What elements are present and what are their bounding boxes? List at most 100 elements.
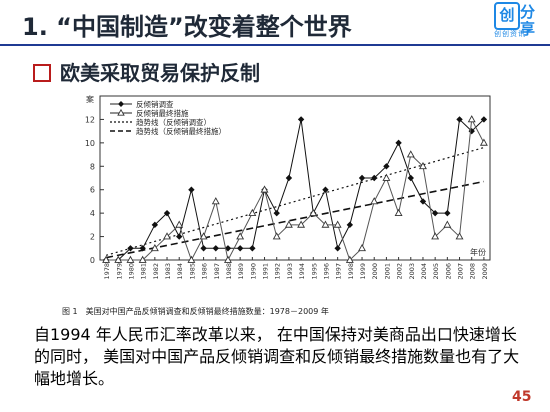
data-point-triangle: [260, 185, 269, 193]
data-point-triangle: [419, 161, 427, 170]
data-point-triangle: [370, 197, 379, 205]
data-point-triangle: [126, 255, 135, 263]
page-title: 1. “中国制造”改变着整个世界: [22, 13, 352, 41]
data-point-triangle: [479, 138, 488, 146]
x-tick-label: 1980: [127, 263, 135, 280]
x-tick-label: 1993: [286, 263, 294, 280]
x-tick-label: 1984: [176, 263, 184, 280]
data-point-triangle: [309, 208, 318, 216]
x-tick-label: 1997: [335, 263, 343, 280]
series-line: [106, 117, 485, 262]
data-point-triangle: [248, 208, 257, 216]
data-point-diamond: [212, 245, 219, 252]
data-point-diamond: [358, 174, 366, 182]
data-point-diamond: [273, 209, 280, 217]
line-chart: 0 2 4 6 8 10 12 案 1978 1979 1980 1981 1982 1983 1984 19…: [62, 94, 491, 316]
data-point-triangle: [345, 255, 354, 263]
data-point-triangle: [284, 220, 293, 228]
data-point-diamond: [444, 209, 451, 217]
x-tick-label: 2007: [457, 263, 465, 280]
data-point-triangle: [321, 220, 330, 228]
data-point-diamond: [468, 127, 475, 135]
x-tick-label: 1979: [115, 263, 123, 280]
x-tick-label: 1995: [310, 263, 318, 280]
x-tick-label: 2001: [383, 263, 391, 280]
data-point-diamond: [395, 139, 402, 147]
x-tick-label: 1998: [347, 263, 355, 280]
y-tick-label: 8: [90, 162, 95, 171]
x-tick-label: 2003: [408, 263, 416, 280]
trend-line: [105, 146, 485, 256]
title-divider: [0, 44, 550, 46]
y-tick-label: 2: [90, 233, 95, 242]
data-point-triangle: [333, 220, 342, 228]
x-tick-label: 1987: [213, 263, 221, 280]
data-point-triangle: [297, 220, 306, 228]
page-number: 45: [512, 389, 532, 405]
x-tick-label: 1991: [262, 263, 270, 280]
data-point-diamond: [176, 233, 183, 240]
plot-frame: [99, 95, 491, 261]
data-point-triangle: [163, 232, 171, 240]
x-tick-label: 1988: [225, 263, 233, 280]
x-tick-label: 1983: [164, 263, 172, 280]
legend-label: 趋势线（反倾销最终措施）: [136, 126, 226, 136]
data-point-diamond: [407, 174, 414, 182]
data-point-diamond: [346, 221, 354, 229]
legend-label: 反倾销最终措施: [136, 108, 189, 118]
x-tick-label: 2006: [444, 263, 452, 280]
logo-glyph-top: 分: [520, 3, 536, 21]
chart-caption: 图 1 美国对中国产品反倾销调查和反倾销最终措施数量：1978－2009 年: [62, 306, 329, 316]
data-point-diamond: [151, 221, 159, 229]
data-point-triangle: [455, 232, 464, 240]
brand-logo: 创 分 享 创创资讯: [494, 2, 546, 38]
data-point-triangle: [114, 255, 123, 263]
data-point-triangle: [382, 173, 391, 181]
data-point-triangle: [138, 255, 147, 263]
x-tick-label: 1986: [201, 263, 209, 280]
data-point-triangle: [406, 150, 415, 158]
data-point-triangle: [272, 232, 281, 240]
data-point-triangle: [467, 115, 476, 123]
x-tick-label: 1999: [359, 263, 367, 280]
data-point-diamond: [334, 245, 341, 252]
data-point-diamond: [297, 116, 305, 123]
data-point-triangle: [102, 255, 111, 263]
data-point-diamond: [236, 245, 244, 252]
x-tick-label: 1978: [103, 263, 111, 280]
data-point-triangle: [394, 208, 403, 216]
data-point-diamond: [431, 209, 439, 217]
data-point-diamond: [322, 186, 329, 193]
data-point-triangle: [358, 243, 366, 252]
section-subtitle: 欧美采取贸易保护反制: [60, 61, 260, 85]
x-tick-label: 2000: [371, 263, 379, 280]
y-tick-label: 6: [90, 186, 95, 195]
legend-marker-triangle: [117, 108, 125, 116]
y-tick-label: 0: [90, 256, 95, 265]
data-point-diamond: [200, 245, 207, 252]
x-tick-label: 2004: [420, 263, 428, 280]
x-tick-label: 1992: [274, 263, 282, 280]
data-point-diamond: [285, 174, 293, 182]
x-tick-label: 2002: [396, 263, 404, 280]
x-tick-label: 2009: [481, 263, 489, 280]
legend-label: 反倾销调查: [136, 99, 174, 109]
data-point-triangle: [211, 197, 220, 205]
x-tick-label: 1996: [322, 263, 330, 280]
data-point-triangle: [150, 243, 159, 252]
x-tick-label: 1990: [249, 263, 257, 280]
x-tick-label: 1989: [237, 263, 245, 280]
checkbox-bullet-icon: [33, 64, 51, 82]
x-tick-label: 1981: [140, 263, 148, 280]
x-tick-label: 1994: [298, 263, 306, 280]
legend-marker-diamond: [118, 101, 124, 107]
data-point-triangle: [224, 255, 232, 263]
x-axis-label: 年份: [470, 247, 486, 257]
x-tick-label: 1982: [152, 263, 160, 280]
x-tick-label: 1985: [188, 263, 196, 280]
series-line: [106, 118, 485, 261]
data-point-diamond: [188, 186, 195, 193]
logo-box-glyph: 创: [494, 2, 520, 30]
body-paragraph: 自1994 年人民币汇率改革以来， 在中国保持对美商品出口快速增长的同时， 美国…: [34, 325, 520, 388]
data-point-triangle: [431, 232, 440, 240]
